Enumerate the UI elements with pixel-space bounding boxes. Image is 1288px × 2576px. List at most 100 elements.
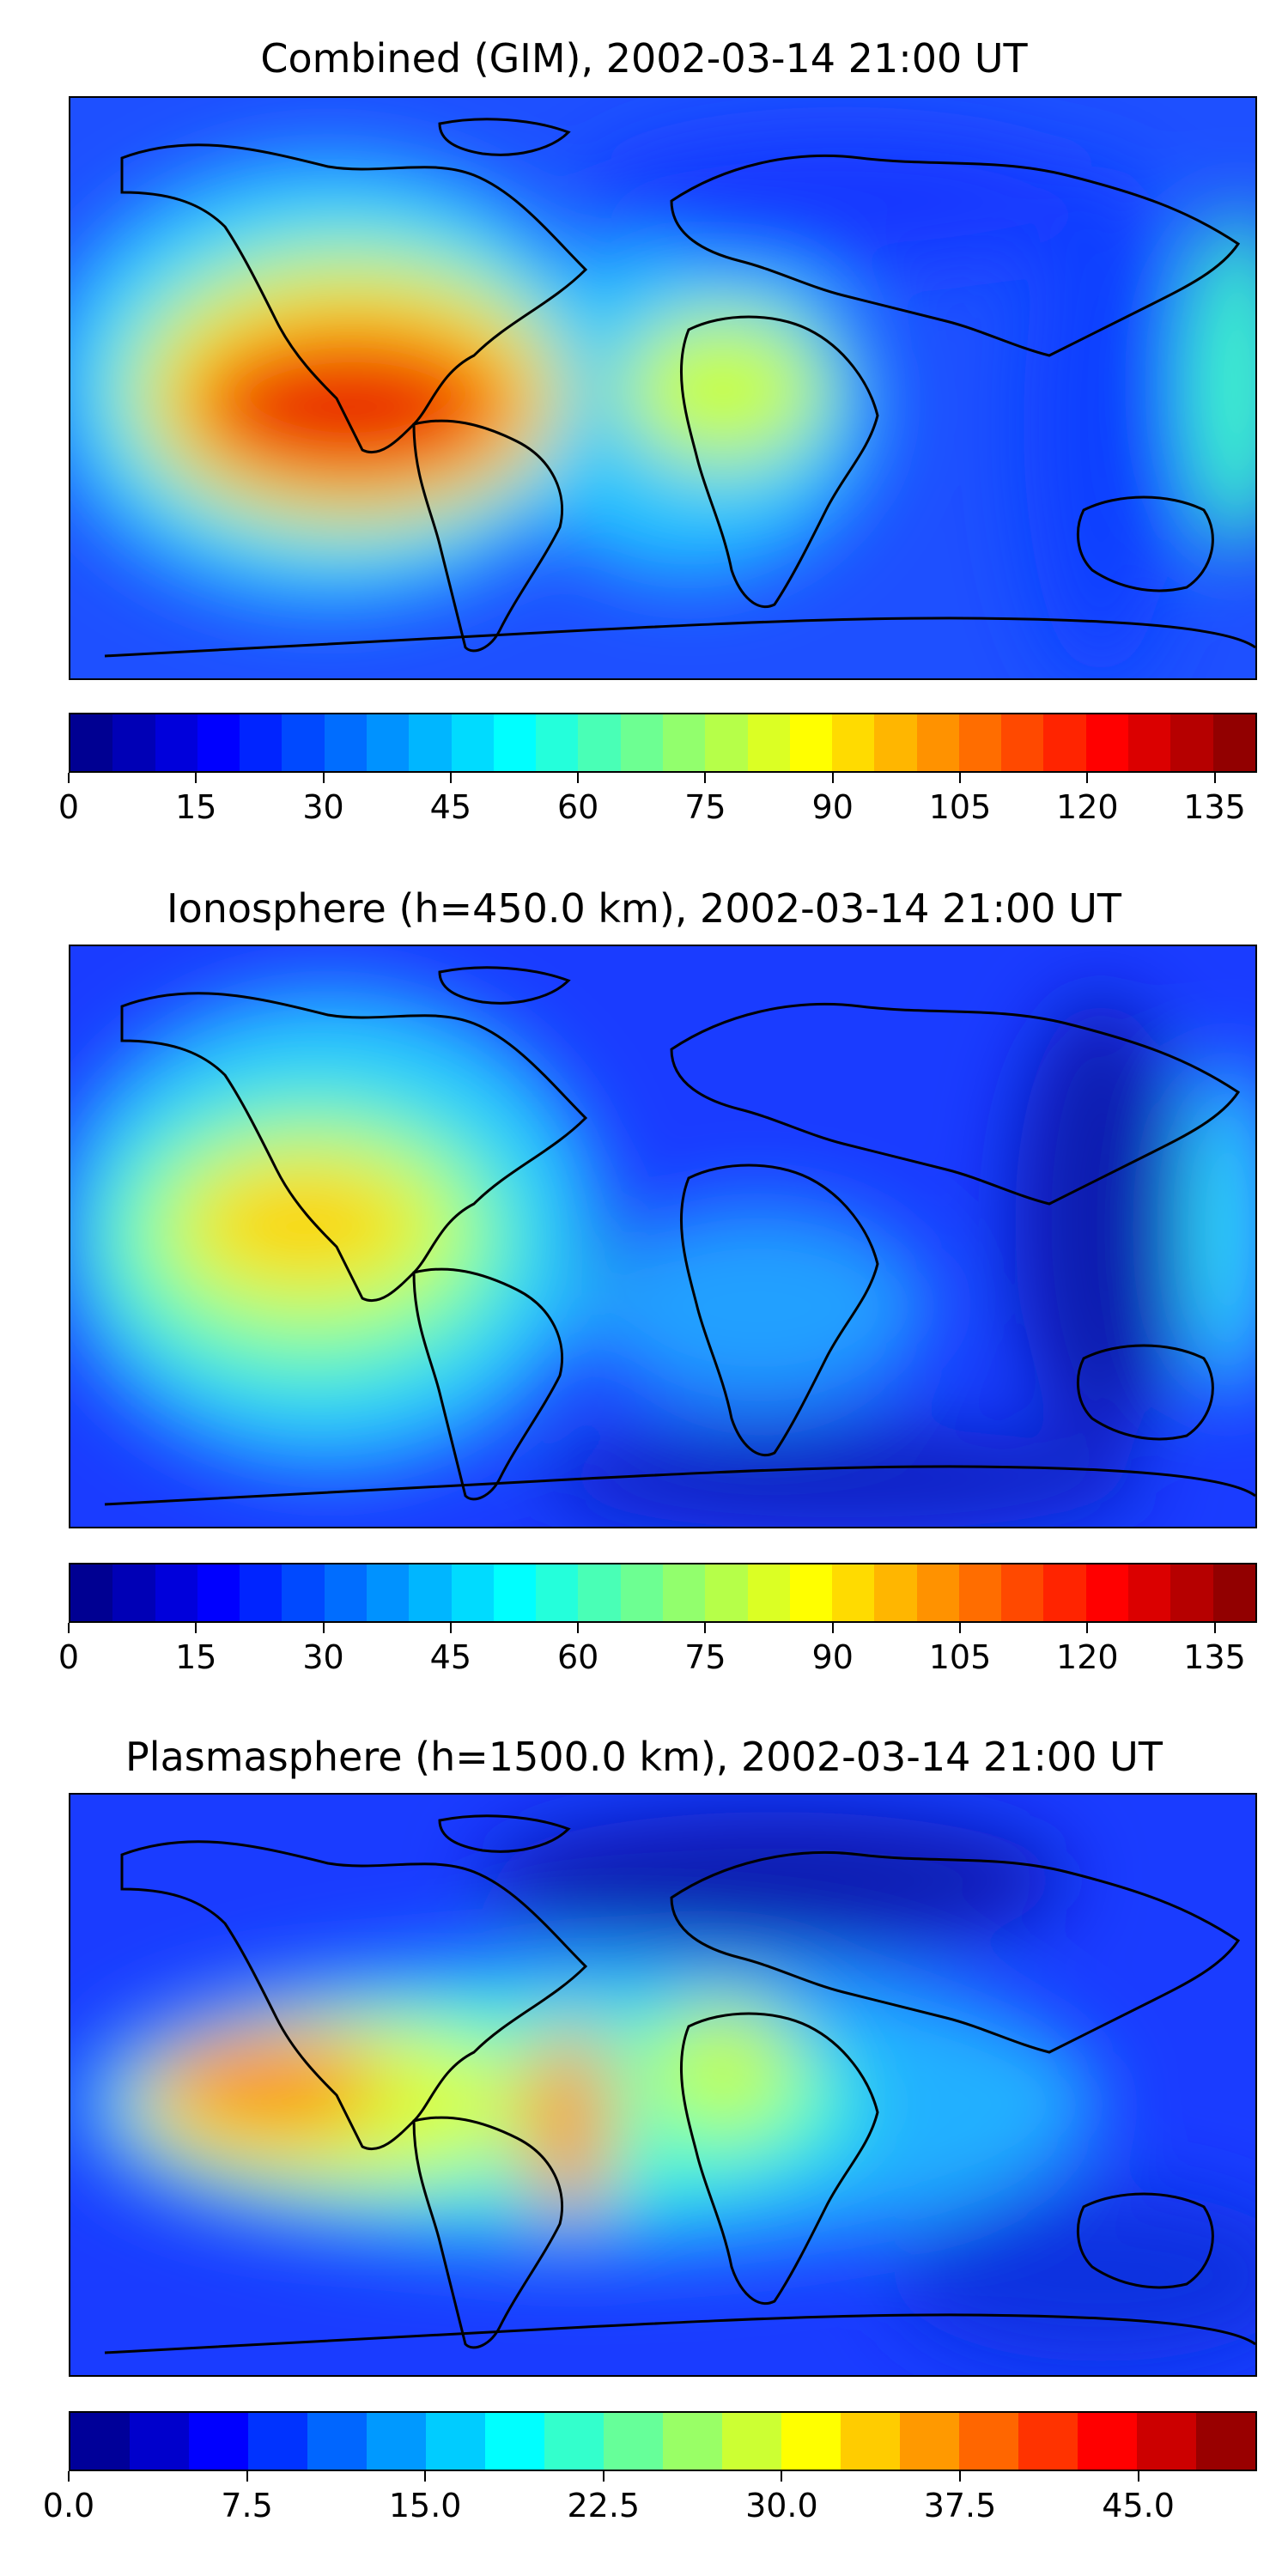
colorbar-segment [874, 1564, 917, 1621]
tec-map-ionosphere [69, 945, 1257, 1528]
coastlines [104, 966, 1255, 1506]
map-svg [70, 98, 1255, 678]
colorbar-segment [1212, 1564, 1255, 1621]
tick-mark [831, 773, 834, 783]
colorbar-segment [426, 2413, 485, 2470]
colorbar-segment [705, 714, 748, 771]
colorbar-segment [282, 714, 325, 771]
tick-mark [704, 1623, 707, 1633]
colorbar-segment [70, 2413, 130, 2470]
colorbar-segment [366, 1564, 410, 1621]
colorbar-segment [197, 1564, 240, 1621]
colorbar-segment [620, 1564, 663, 1621]
colorbar-segment [663, 2413, 722, 2470]
tick-label: 60 [556, 1638, 599, 1676]
panel-title: Plasmasphere (h=1500.0 km), 2002-03-14 2… [125, 1734, 1163, 1780]
colorbar-segment [900, 2413, 959, 2470]
colorbar-segment [620, 714, 663, 771]
colorbar-segment [1001, 714, 1044, 771]
colorbar-segment [189, 2413, 248, 2470]
tick-label: 90 [811, 788, 854, 826]
colorbar [69, 1563, 1257, 1623]
tick-mark [68, 2471, 70, 2482]
tec-map-plasmasphere [69, 1793, 1257, 2377]
colorbar [69, 2411, 1257, 2471]
tick-mark [449, 773, 452, 783]
tick-label: 37.5 [923, 2487, 997, 2524]
tick-label: 15 [175, 788, 217, 826]
tick-mark [831, 1623, 834, 1633]
colorbar-ticks: 0 15 30 45 60 75 90 105 120 135 [58, 773, 1257, 826]
colorbar [69, 713, 1257, 773]
colorbar-ticks: 0.0 7.5 15.0 22.5 30.0 37.5 45.0 [43, 2471, 1257, 2524]
colorbar-segment [493, 714, 537, 771]
map-svg [70, 1795, 1255, 2375]
tec-map-combined [69, 96, 1257, 680]
tec-field [70, 989, 1255, 1527]
colorbar-segment [1018, 2413, 1078, 2470]
colorbar-segment [1043, 714, 1086, 771]
colorbar-segment [604, 2413, 663, 2470]
colorbar-segment [874, 714, 917, 771]
colorbar-segment [282, 1564, 325, 1621]
tick-mark [322, 773, 325, 783]
colorbar-segment [1128, 1564, 1171, 1621]
colorbar-segment [832, 714, 875, 771]
colorbar-segment [536, 1564, 579, 1621]
colorbar-segment [451, 714, 494, 771]
tick-label: 45 [429, 788, 472, 826]
tick-mark [781, 2471, 783, 2482]
tick-mark [246, 2471, 248, 2482]
colorbar-segment [493, 1564, 537, 1621]
coastlines [104, 1814, 1255, 2354]
tick-mark [195, 773, 197, 783]
tick-mark [1137, 2471, 1139, 2482]
tick-mark [322, 1623, 325, 1633]
tick-mark [424, 2471, 427, 2482]
colorbar-segment [832, 1564, 875, 1621]
tick-label: 30 [302, 1638, 344, 1676]
colorbar-segment [747, 714, 790, 771]
colorbar-segment [324, 1564, 367, 1621]
colorbar-segment [1001, 1564, 1044, 1621]
tick-label: 135 [1183, 788, 1246, 826]
colorbar-segment [1085, 1564, 1129, 1621]
colorbar-segment [485, 2413, 544, 2470]
tick-mark [1213, 773, 1216, 783]
colorbar-segment [544, 2413, 604, 2470]
tick-label: 15 [175, 1638, 217, 1676]
colorbar-segment [789, 1564, 833, 1621]
tick-label: 105 [928, 788, 992, 826]
tick-mark [959, 1623, 961, 1633]
tick-mark [959, 2471, 961, 2482]
colorbar-segment [958, 714, 1002, 771]
colorbar-segment [1137, 2413, 1196, 2470]
colorbar-segment [324, 714, 367, 771]
tick-mark [1086, 1623, 1089, 1633]
tick-mark [449, 1623, 452, 1633]
colorbar-segment [958, 1564, 1002, 1621]
colorbar-segment [70, 714, 113, 771]
colorbar-segment [112, 1564, 155, 1621]
tick-label: 15.0 [388, 2487, 462, 2524]
tick-label: 60 [556, 788, 599, 826]
tick-label: 22.5 [567, 2487, 641, 2524]
tick-label: 90 [811, 1638, 854, 1676]
tick-label: 7.5 [221, 2487, 273, 2524]
tick-label: 30 [302, 788, 344, 826]
tick-label: 0 [58, 1638, 80, 1676]
tick-label: 0.0 [42, 2487, 95, 2524]
tick-mark [195, 1623, 197, 1633]
tec-field [70, 1812, 1255, 2361]
tick-label: 0 [58, 788, 80, 826]
colorbar-segment [1170, 714, 1213, 771]
colorbar-segment [959, 2413, 1018, 2470]
tick-label: 45.0 [1102, 2487, 1175, 2524]
colorbar-segment [197, 714, 240, 771]
tick-mark [1213, 1623, 1216, 1633]
tick-mark [704, 773, 707, 783]
tick-mark [577, 773, 580, 783]
colorbar-segment [307, 2413, 367, 2470]
colorbar-segment [366, 714, 410, 771]
colorbar-segment [155, 714, 197, 771]
